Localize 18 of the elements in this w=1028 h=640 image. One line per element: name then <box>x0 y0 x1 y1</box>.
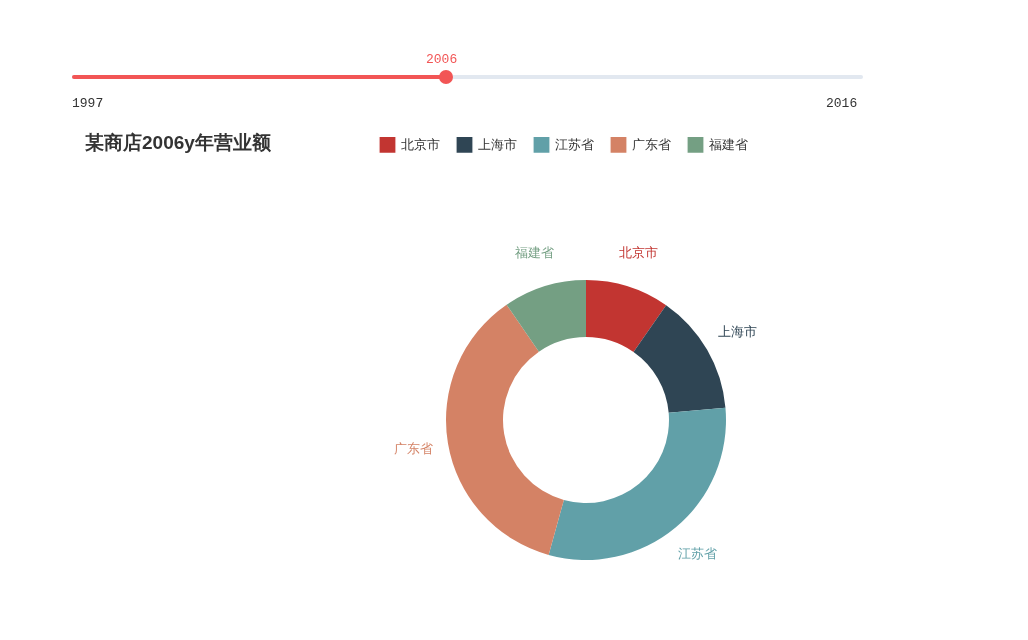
donut-slice <box>446 304 564 555</box>
slice-label: 江苏省 <box>678 546 718 562</box>
donut-slice <box>586 280 667 352</box>
slice-label: 上海市 <box>717 324 757 340</box>
donut-slice <box>548 407 726 560</box>
text: 1997 <box>72 96 104 111</box>
legend-label: 北京市 <box>401 136 440 152</box>
slice-label: 福建省 <box>514 244 554 260</box>
legend-label: 福建省 <box>709 136 748 152</box>
text: 2006 <box>426 52 458 67</box>
donut-slice <box>506 280 586 352</box>
slice-label: 北京市 <box>619 245 659 261</box>
slice-label: 广东省 <box>393 441 433 456</box>
legend-label: 上海市 <box>478 136 517 152</box>
legend-label: 广东省 <box>632 136 671 152</box>
text: 2016 <box>826 96 858 111</box>
text: 某商店2006y年营业额 <box>85 131 271 155</box>
legend-label: 江苏省 <box>555 136 594 152</box>
